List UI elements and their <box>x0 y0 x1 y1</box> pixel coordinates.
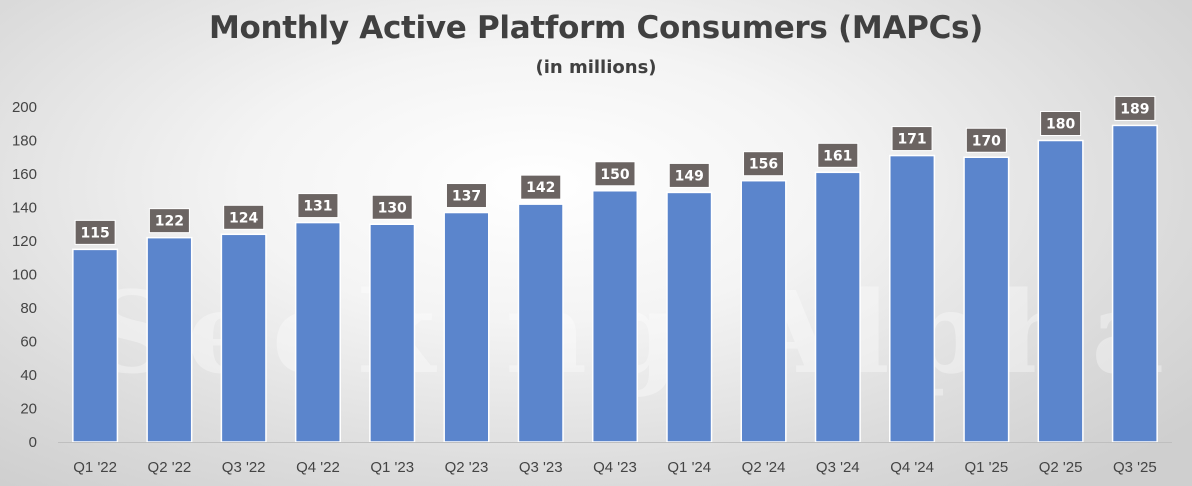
data-label-box <box>817 142 859 168</box>
data-label: 171 <box>897 132 926 148</box>
bar <box>146 236 193 443</box>
data-label: 149 <box>675 168 704 184</box>
x-tick-label: Q4 '22 <box>296 459 340 476</box>
x-axis: Q1 '22 Q2 '22 Q3 '22 Q4 '22 Q1 '23 Q2 '23 Q3 '… <box>73 459 1156 476</box>
bar <box>591 190 639 443</box>
bar <box>517 203 564 443</box>
y-tick-label: 160 <box>12 166 37 183</box>
y-tick-label: 200 <box>12 99 37 116</box>
bars <box>72 124 1158 443</box>
bar <box>220 233 267 443</box>
data-label-box <box>1114 95 1156 121</box>
data-label: 170 <box>972 133 1001 149</box>
y-tick-label: 180 <box>12 133 37 150</box>
data-label: 142 <box>526 180 555 196</box>
data-label: 189 <box>1120 101 1149 117</box>
bar <box>740 179 787 443</box>
x-tick-label: Q1 '22 <box>73 459 117 476</box>
data-label: 131 <box>303 199 332 215</box>
bar <box>1111 124 1158 443</box>
data-label: 137 <box>452 189 481 205</box>
bar <box>369 223 416 443</box>
bar <box>889 154 936 443</box>
data-label: 122 <box>155 214 184 230</box>
x-tick-label: Q2 '24 <box>742 459 786 476</box>
data-label-box <box>371 194 413 220</box>
data-label-box <box>148 208 190 234</box>
data-label: 150 <box>600 167 629 183</box>
chart-subtitle: (in millions) <box>535 57 657 78</box>
bar <box>1037 139 1084 443</box>
bar <box>963 156 1010 443</box>
data-label: 180 <box>1046 117 1075 133</box>
bar <box>443 211 490 443</box>
y-tick-label: 40 <box>20 367 37 384</box>
data-label-box <box>223 204 265 230</box>
data-label-box <box>445 183 487 209</box>
y-axis: 0 20 40 60 80 100 120 140 160 180 200 <box>12 99 37 451</box>
bar <box>814 171 861 443</box>
x-tick-label: Q1 '24 <box>667 459 711 476</box>
x-tick-label: Q2 '22 <box>148 459 192 476</box>
x-tick-label: Q1 '25 <box>964 459 1008 476</box>
x-tick-label: Q3 '24 <box>816 459 860 476</box>
data-label-box <box>520 174 562 200</box>
data-label: 130 <box>378 200 407 216</box>
x-tick-label: Q2 '25 <box>1039 459 1083 476</box>
data-label-box <box>1040 111 1082 136</box>
bar <box>666 191 713 443</box>
y-tick-label: 20 <box>20 401 37 418</box>
data-label-box <box>891 126 933 152</box>
x-tick-label: Q4 '24 <box>890 459 934 476</box>
bar <box>294 221 341 443</box>
y-tick-label: 120 <box>12 233 37 250</box>
data-label-box <box>668 162 710 188</box>
y-tick-label: 60 <box>20 334 37 351</box>
data-labels: 115 122 124 131 130 137 142 150 149 156 161 171 170 1… <box>74 95 1156 245</box>
y-tick-label: 80 <box>20 300 37 317</box>
x-tick-label: Q2 '23 <box>445 459 489 476</box>
chart-title: Monthly Active Platform Consumers (MAPCs… <box>208 10 984 46</box>
x-tick-label: Q3 '22 <box>222 459 266 476</box>
x-tick-label: Q3 '23 <box>519 459 563 476</box>
y-tick-label: 100 <box>12 267 37 284</box>
x-tick-label: Q4 '23 <box>593 459 637 476</box>
data-label-box <box>594 161 636 187</box>
data-label-box <box>965 127 1007 153</box>
data-label-box <box>743 151 785 177</box>
y-tick-label: 0 <box>29 434 37 451</box>
data-label: 156 <box>749 157 778 173</box>
y-tick-label: 140 <box>12 200 37 217</box>
x-tick-label: Q3 '25 <box>1113 459 1157 476</box>
data-label: 115 <box>81 225 110 241</box>
data-label-box <box>74 219 116 245</box>
x-tick-label: Q1 '23 <box>370 459 414 476</box>
data-label-box <box>297 193 339 219</box>
bar <box>72 248 119 443</box>
data-label: 161 <box>823 148 852 164</box>
data-label: 124 <box>229 210 258 226</box>
